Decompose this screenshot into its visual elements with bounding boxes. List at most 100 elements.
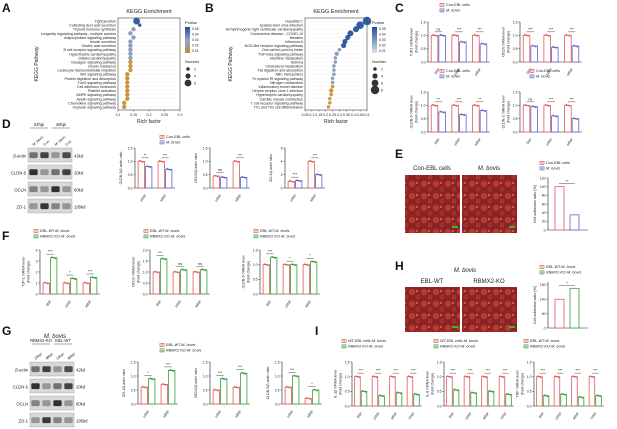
bar-sig-label: ns xyxy=(198,262,202,266)
kegg-legend-number-dot xyxy=(373,67,377,71)
bar-point-mb xyxy=(533,105,535,108)
bar-wt xyxy=(262,264,270,295)
blot-band xyxy=(62,186,71,193)
kegg-term-label: Chemokine signaling pathway xyxy=(68,101,116,105)
bar-point-wt xyxy=(303,263,306,265)
bar-point-ko xyxy=(456,389,459,392)
bar-point-wt xyxy=(407,375,410,377)
kegg-xtick-label: 0.5 xyxy=(365,113,370,117)
bar-wt xyxy=(82,282,90,295)
bar-sig-label: ns xyxy=(178,262,182,266)
bar-con xyxy=(451,104,459,133)
bar-point-wt xyxy=(554,375,557,377)
bar-point-mb xyxy=(460,40,463,43)
bar-xtick-label: 0hpi xyxy=(45,299,52,307)
bar-point-con xyxy=(547,35,550,37)
micrograph-mbovis xyxy=(462,175,517,233)
bar-ylabel: OCLN/β-actin ratio xyxy=(194,368,198,398)
bar-point-wt xyxy=(157,271,159,274)
bar-ytick-label: 3 xyxy=(36,259,38,263)
kegg-xtick-label: 0.35 xyxy=(343,113,350,117)
kegg-term-label: Insulin secretion xyxy=(90,40,116,44)
bar-ylabel: CLDN-5 mRNA level xyxy=(410,95,414,128)
legend-swatch-dot xyxy=(145,230,147,232)
bar-sig-label: ns xyxy=(436,27,440,31)
blot-band xyxy=(29,186,38,193)
bar-point-con xyxy=(312,161,314,163)
kegg-term-label: Inflammatory bowel disease xyxy=(258,85,303,89)
bar-point-mb xyxy=(555,47,558,49)
bar-wt xyxy=(212,389,220,405)
bar-point-ko xyxy=(545,394,547,397)
bar-mb xyxy=(240,176,248,189)
bar-con xyxy=(543,34,551,63)
bar-con xyxy=(472,104,480,133)
bar-point-ko xyxy=(71,277,73,279)
bar-ytick-label: 0.0 xyxy=(253,292,258,296)
bar-xtick-label: 72hpi xyxy=(500,411,508,420)
bar-con xyxy=(307,160,315,189)
bar-ko xyxy=(470,392,477,407)
bar-ytick-label: 100 xyxy=(540,185,546,189)
bar-con xyxy=(430,104,439,133)
bar-point-con xyxy=(237,161,239,163)
bar-ko xyxy=(148,378,156,405)
bar-point-con xyxy=(567,34,569,37)
bar-ytick-label: 1.0 xyxy=(437,375,442,379)
blot-row-bg xyxy=(29,378,75,394)
bar-point-mb xyxy=(533,45,535,47)
bar-point-mb xyxy=(169,169,172,171)
bar-point-wt xyxy=(572,375,574,377)
bar-point-ko xyxy=(224,378,227,381)
legend-label: Con-EBL cells xyxy=(446,69,470,73)
bar-point-ko xyxy=(181,268,183,271)
bar-xtick-label: 24hpi xyxy=(286,409,294,418)
kegg-term-label: Longevity regulating pathway - multiple … xyxy=(41,32,117,36)
bar-point-wt xyxy=(575,376,577,379)
bar-point-mb xyxy=(167,168,170,171)
bar-point-con xyxy=(525,34,528,37)
kegg-legend-number-label: 2 xyxy=(381,68,383,72)
legend-label: RBMX2-KO-M. bovis xyxy=(40,235,75,239)
bar-point-ko xyxy=(509,394,511,396)
bar-point-wt xyxy=(556,375,558,378)
bar-xtick-label: 48hpi xyxy=(390,411,398,420)
bar-point-ko xyxy=(272,256,275,259)
bar-con xyxy=(430,34,439,63)
bar-point-ko xyxy=(170,369,173,372)
bar-ko xyxy=(292,375,300,405)
kegg-point xyxy=(122,100,127,106)
blot-lane-label: 24hpi xyxy=(56,352,65,361)
bar-point-ko xyxy=(474,392,476,395)
legend-label: EBL-WT-M. bovis xyxy=(150,229,179,233)
bar-xtick-label: 48hpi xyxy=(194,299,202,308)
bar-point-wt xyxy=(163,383,166,386)
kegg-xtick-label: 0.2 xyxy=(147,113,152,117)
bar-point-con xyxy=(140,160,143,163)
bar-point-wt xyxy=(45,282,48,284)
blot-band xyxy=(42,366,51,373)
bar-point-ko xyxy=(314,261,317,264)
bar-point-ko xyxy=(396,391,399,394)
kegg-term-label: Leukocyte transendothelial migration xyxy=(57,69,116,73)
bar-point-con xyxy=(455,35,458,37)
bar-ylabel: CLDN-5 mRNA level xyxy=(242,255,246,288)
bar-ytick-label: 1.5 xyxy=(513,20,518,24)
bar-ytick-label: 1.0 xyxy=(128,160,133,164)
kegg-point xyxy=(125,96,130,101)
bar-ylabel: IL-1β mRNA level xyxy=(334,370,338,398)
bar-ylabel: CLDN-5/β-actin ratio xyxy=(266,367,270,400)
bar-ytick-label: 0.5 xyxy=(131,388,136,392)
kegg-term-label: Influenza A xyxy=(285,40,303,44)
bar-ylabel: (Fold change) xyxy=(430,373,434,395)
bar-xtick-label: 24hpi xyxy=(142,409,150,418)
bar-point-ko xyxy=(471,391,473,394)
bar-mbovis xyxy=(569,214,580,231)
blot-band xyxy=(53,366,62,373)
kegg-legend-pvalue-tick: 0.01 xyxy=(192,49,199,53)
bar-ytick-label: 0.5 xyxy=(275,388,280,392)
blot-row-bg xyxy=(27,147,73,163)
bar-ytick-label: 1.5 xyxy=(421,20,426,24)
bar-xtick-label: 0hpi xyxy=(526,137,533,145)
panel-label-h: H xyxy=(395,259,404,273)
